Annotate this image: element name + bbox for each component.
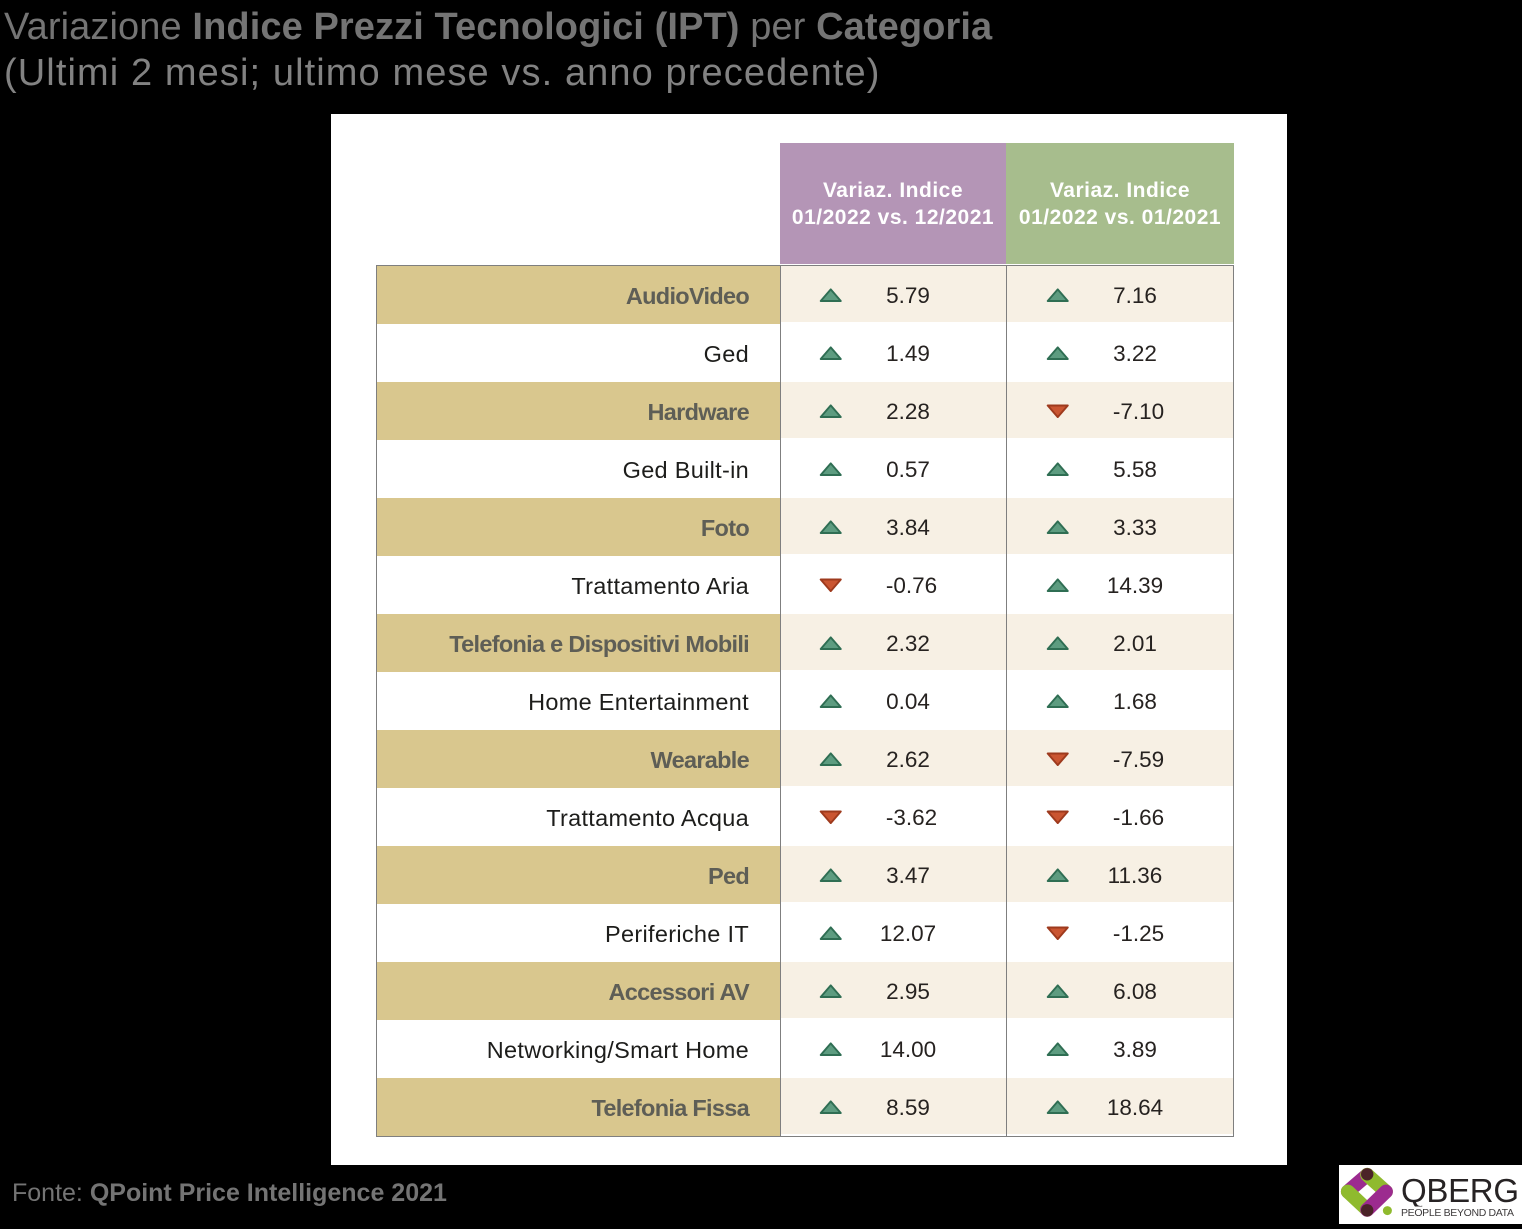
svg-text:QBERG: QBERG (1401, 1172, 1519, 1209)
svg-text:PEOPLE BEYOND DATA: PEOPLE BEYOND DATA (1401, 1207, 1514, 1219)
